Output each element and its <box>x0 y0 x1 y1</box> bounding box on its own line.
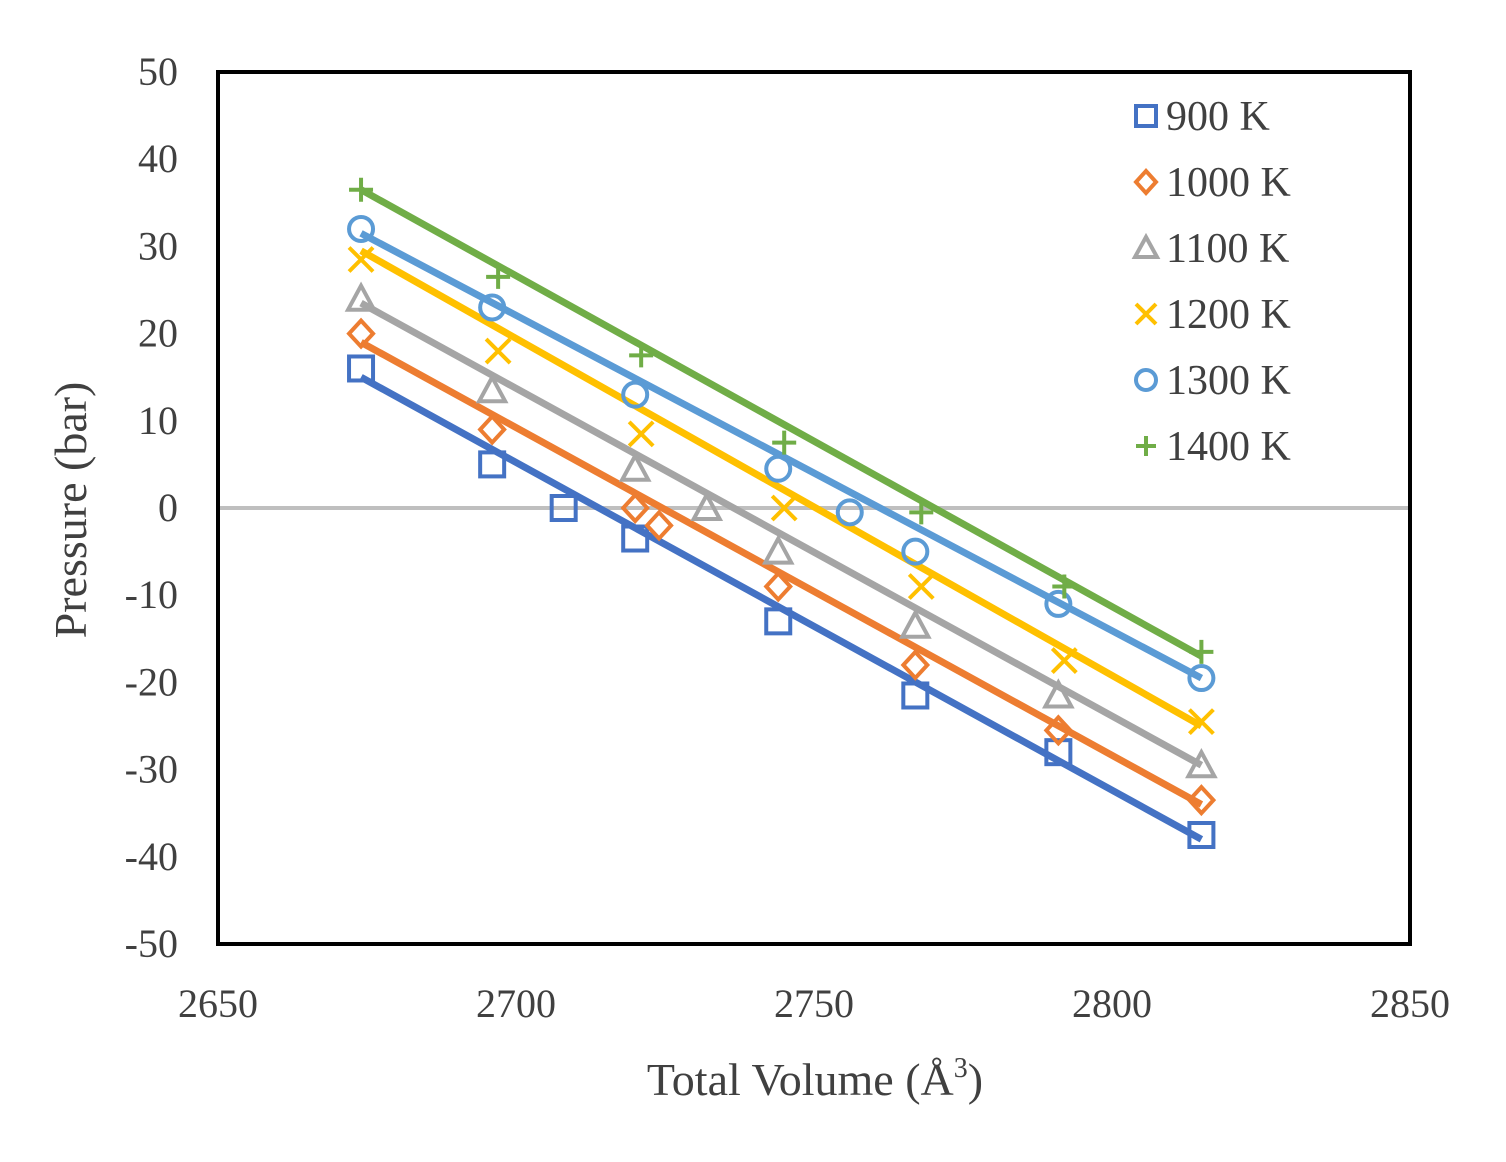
y-tick-label: 10 <box>138 398 178 443</box>
data-point-1000-k <box>477 413 507 446</box>
x-tick-label: 2650 <box>178 981 258 1026</box>
legend-marker-1200-k <box>1134 302 1158 326</box>
legend-label-1400-k: 1400 K <box>1166 424 1291 470</box>
x-tick-label: 2800 <box>1072 981 1152 1026</box>
data-point-1000-k <box>644 509 674 542</box>
data-point-900-k <box>621 524 650 553</box>
data-point-1100-k <box>761 534 795 565</box>
y-tick-label: -40 <box>125 834 178 879</box>
legend-label-1200-k: 1200 K <box>1166 292 1291 338</box>
legend-marker-1400-k <box>1136 436 1156 456</box>
legend-label-1300-k: 1300 K <box>1166 358 1291 404</box>
data-point-1300-k <box>1044 589 1073 618</box>
y-tick-label: -10 <box>125 572 178 617</box>
data-point-1100-k <box>475 373 509 404</box>
data-point-900-k <box>764 607 793 636</box>
data-point-1400-k <box>349 177 374 202</box>
x-axis-title: Total Volume (Å3) <box>647 1053 983 1105</box>
data-point-1300-k <box>621 380 650 409</box>
data-point-1000-k <box>620 492 650 524</box>
data-point-1100-k <box>344 281 378 312</box>
x-tick-label: 2700 <box>476 981 556 1026</box>
data-point-1100-k <box>690 490 724 521</box>
data-point-1300-k <box>1187 664 1216 693</box>
y-tick-label: -20 <box>125 659 178 704</box>
data-point-900-k <box>478 450 507 479</box>
data-point-1300-k <box>901 537 930 566</box>
data-point-1300-k <box>835 498 864 527</box>
x-tick-label: 2750 <box>774 981 854 1026</box>
data-point-1100-k <box>898 608 932 639</box>
data-point-1000-k <box>1043 714 1074 747</box>
data-point-1400-k <box>486 264 511 289</box>
data-point-1200-k <box>627 420 655 448</box>
y-tick-label: 30 <box>138 223 178 268</box>
data-point-1200-k <box>347 246 375 273</box>
legend-label-1100-k: 1100 K <box>1166 226 1289 272</box>
data-point-1400-k <box>1189 639 1214 664</box>
y-axis-title: Pressure (bar) <box>45 382 96 639</box>
data-point-900-k <box>1044 738 1073 767</box>
data-point-1200-k <box>1050 647 1078 675</box>
data-point-1400-k <box>629 343 654 368</box>
data-point-1300-k <box>764 454 793 483</box>
y-tick-label: 40 <box>138 136 178 181</box>
data-point-1000-k <box>763 570 793 603</box>
data-point-1200-k <box>484 337 512 365</box>
data-point-1000-k <box>900 649 931 681</box>
x-axis-title-superscript: 3 <box>954 1053 968 1084</box>
y-tick-label: 0 <box>158 485 178 530</box>
data-point-1300-k <box>347 214 376 243</box>
data-point-1200-k <box>1187 708 1215 736</box>
x-axis-title-close: ) <box>968 1054 983 1105</box>
y-tick-label: 50 <box>138 49 178 94</box>
fit-line-1000-k <box>359 339 1204 808</box>
data-point-900-k <box>347 354 376 383</box>
data-point-1400-k <box>1052 574 1077 599</box>
legend: 900 K 1000 K 1100 K 1200 K 1300 K 1400 K <box>1131 94 1291 470</box>
y-tick-label: 20 <box>138 311 178 356</box>
legend-marker-900-k <box>1134 104 1158 128</box>
x-axis-title-text: Total Volume (Å <box>647 1054 954 1105</box>
data-point-1200-k <box>770 494 798 522</box>
legend-marker-1100-k <box>1131 232 1161 259</box>
data-point-1100-k <box>1042 678 1075 709</box>
data-point-1000-k <box>346 317 376 350</box>
x-tick-label: 2850 <box>1370 981 1450 1026</box>
legend-label-900-k: 900 K <box>1166 94 1270 140</box>
data-point-1400-k <box>909 500 934 525</box>
legend-marker-1000-k <box>1133 168 1159 196</box>
axes: 2650 2700 2750 2800 2850 50 40 30 20 10 0 -10 -20 -30… <box>125 49 1450 1026</box>
y-tick-label: -30 <box>125 747 178 792</box>
data-point-1000-k <box>1186 784 1217 817</box>
data-markers <box>344 177 1218 849</box>
data-point-900-k <box>549 494 578 522</box>
y-tick-label: -50 <box>125 921 178 966</box>
data-point-1100-k <box>618 451 652 482</box>
data-point-1300-k <box>478 293 507 322</box>
data-point-900-k <box>901 681 930 710</box>
fit-line-1400-k <box>359 186 1204 660</box>
data-point-900-k <box>1187 821 1216 849</box>
data-point-1400-k <box>772 430 797 455</box>
legend-label-1000-k: 1000 K <box>1166 160 1291 206</box>
data-point-1200-k <box>907 573 935 600</box>
legend-marker-1300-k <box>1134 368 1158 392</box>
fit-line-1200-k <box>359 247 1204 730</box>
data-point-1100-k <box>1185 748 1218 779</box>
